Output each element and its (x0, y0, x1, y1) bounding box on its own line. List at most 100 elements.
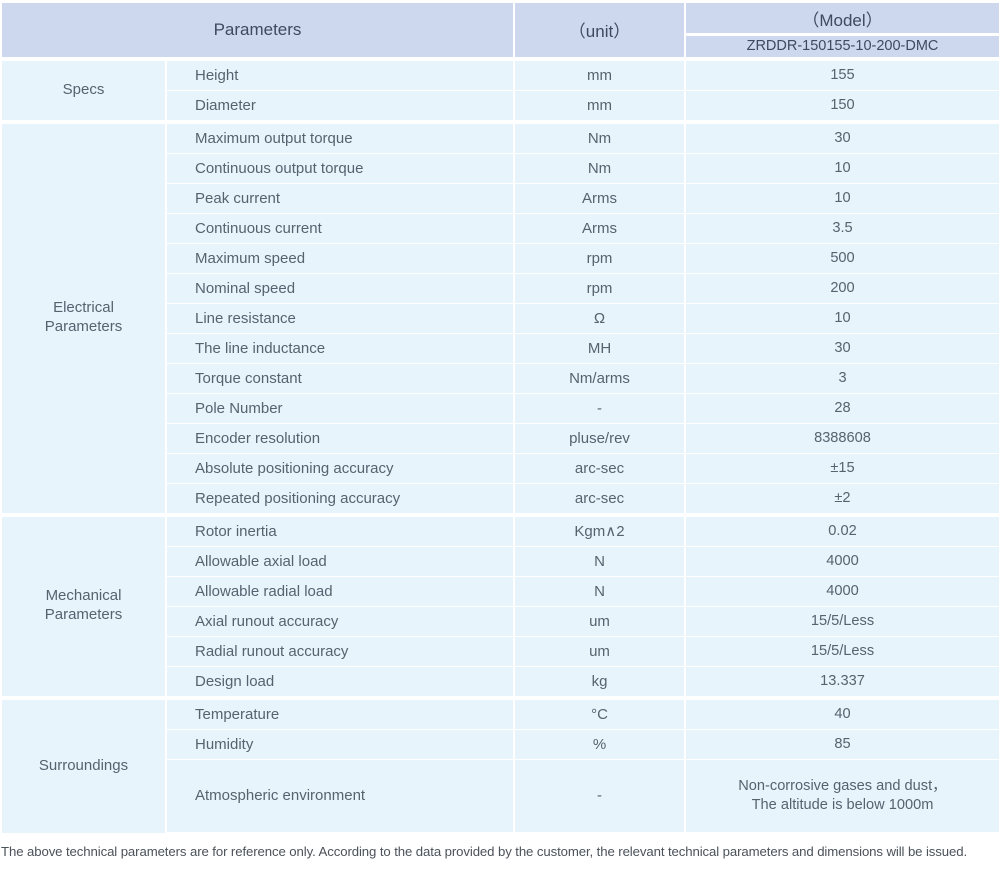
group-label-electrical-parameters: Electrical Parameters (0, 119, 167, 515)
unit-cell: arc-sec (513, 482, 686, 515)
value-cell: 4000 (684, 575, 999, 607)
unit-cell: mm (513, 89, 686, 122)
param-cell: Radial runout accuracy (165, 635, 515, 667)
table-row: Encoder resolution pluse/rev 8388608 (1, 422, 999, 454)
unit-cell: Nm (513, 119, 686, 154)
param-cell: Temperature (165, 695, 515, 730)
unit-cell: um (513, 605, 686, 637)
value-cell: 10 (684, 182, 999, 214)
value-cell: 200 (684, 272, 999, 304)
param-cell: Height (165, 56, 515, 91)
unit-cell: Arms (513, 182, 686, 214)
table-row: Design load kg 13.337 (1, 665, 999, 698)
value-cell: 150 (684, 89, 999, 122)
table-row: Mechanical Parameters Rotor inertia Kgm∧… (0, 512, 999, 698)
unit-cell: rpm (513, 272, 686, 304)
table-row: Peak current Arms 10 (1, 182, 999, 214)
param-cell: Encoder resolution (165, 422, 515, 454)
table-row: Diameter mm 150 (1, 89, 999, 122)
value-cell: ±15 (684, 452, 999, 484)
param-cell: The line inductance (165, 332, 515, 364)
param-cell: Diameter (165, 89, 515, 122)
param-cell: Torque constant (165, 362, 515, 394)
value-cell: 40 (684, 695, 999, 730)
group-label-surroundings: Surroundings (0, 695, 167, 834)
value-cell: ±2 (684, 482, 999, 515)
table-row: Line resistance Ω 10 (1, 302, 999, 334)
table-row: Nominal speed rpm 200 (1, 272, 999, 304)
header-model: （Model） (684, 0, 999, 35)
group-label-mechanical-parameters: Mechanical Parameters (0, 512, 167, 698)
table-row: The line inductance MH 30 (1, 332, 999, 364)
value-cell: 10 (684, 152, 999, 184)
spec-sheet: Parameters （unit） （Model） ZRDDR-150155-1… (0, 0, 999, 859)
table-row: Specs Height mm 155 (0, 56, 999, 122)
unit-cell: Arms (513, 212, 686, 244)
unit-cell: MH (513, 332, 686, 364)
param-cell: Pole Number (165, 392, 515, 424)
table-row: Continuous output torque Nm 10 (1, 152, 999, 184)
table-row: Allowable axial load N 4000 (1, 545, 999, 577)
value-cell: 3.5 (684, 212, 999, 244)
table-row: Radial runout accuracy um 15/5/Less (1, 635, 999, 667)
unit-cell: N (513, 575, 686, 607)
param-cell: Rotor inertia (165, 512, 515, 547)
unit-cell: arc-sec (513, 452, 686, 484)
param-cell: Maximum speed (165, 242, 515, 274)
value-cell: 30 (684, 332, 999, 364)
unit-cell: Kgm∧2 (513, 512, 686, 547)
param-cell: Humidity (165, 728, 515, 760)
param-cell: Atmospheric environment (165, 758, 515, 835)
value-cell: 8388608 (684, 422, 999, 454)
table-row: Repeated positioning accuracy arc-sec ±2 (1, 482, 999, 515)
value-cell: 0.02 (684, 512, 999, 547)
value-cell: 15/5/Less (684, 635, 999, 667)
table-row: Absolute positioning accuracy arc-sec ±1… (1, 452, 999, 484)
value-cell: 15/5/Less (684, 605, 999, 637)
value-cell: 30 (684, 119, 999, 154)
footnote: The above technical parameters are for r… (1, 843, 968, 859)
unit-cell: - (513, 758, 686, 835)
param-cell: Line resistance (165, 302, 515, 334)
value-cell: 85 (684, 728, 999, 760)
unit-cell: Nm (513, 152, 686, 184)
value-cell: 500 (684, 242, 999, 274)
value-cell: 13.337 (684, 665, 999, 698)
param-cell: Absolute positioning accuracy (165, 452, 515, 484)
table-row: Torque constant Nm/arms 3 (1, 362, 999, 394)
value-cell: 10 (684, 302, 999, 334)
unit-cell: % (513, 728, 686, 760)
header-unit: （unit） (513, 0, 686, 59)
param-cell: Allowable axial load (165, 545, 515, 577)
unit-cell: Ω (513, 302, 686, 334)
group-label-specs: Specs (0, 56, 167, 122)
value-cell: Non-corrosive gases and dust， The altitu… (684, 758, 999, 835)
param-cell: Axial runout accuracy (165, 605, 515, 637)
value-cell: 28 (684, 392, 999, 424)
table-header: Parameters （unit） （Model） ZRDDR-150155-1… (0, 0, 999, 59)
unit-cell: pluse/rev (513, 422, 686, 454)
param-cell: Design load (165, 665, 515, 698)
param-cell: Repeated positioning accuracy (165, 482, 515, 515)
unit-cell: um (513, 635, 686, 667)
table-row: Allowable radial load N 4000 (1, 575, 999, 607)
value-cell: 155 (684, 56, 999, 91)
unit-cell: Nm/arms (513, 362, 686, 394)
spec-table: Parameters （unit） （Model） ZRDDR-150155-1… (0, 0, 999, 835)
table-row: Surroundings Temperature °C 40 (0, 695, 999, 834)
table-row: Humidity % 85 (1, 728, 999, 760)
value-cell: 3 (684, 362, 999, 394)
unit-cell: rpm (513, 242, 686, 274)
unit-cell: N (513, 545, 686, 577)
param-cell: Continuous current (165, 212, 515, 244)
table-row: Electrical Parameters Maximum output tor… (0, 119, 999, 515)
unit-cell: mm (513, 56, 686, 91)
header-parameters: Parameters (0, 0, 515, 59)
table-row: Maximum speed rpm 500 (1, 242, 999, 274)
param-cell: Nominal speed (165, 272, 515, 304)
value-cell: 4000 (684, 545, 999, 577)
unit-cell: kg (513, 665, 686, 698)
param-cell: Peak current (165, 182, 515, 214)
param-cell: Allowable radial load (165, 575, 515, 607)
param-cell: Maximum output torque (165, 119, 515, 154)
